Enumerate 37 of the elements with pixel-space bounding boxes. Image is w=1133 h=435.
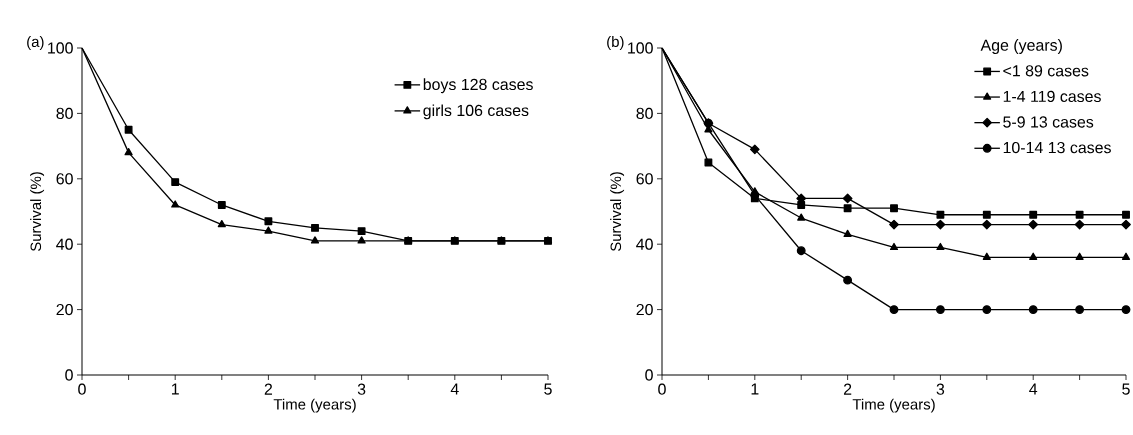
legend-label: 5-9 13 cases: [1003, 116, 1094, 128]
y-tick-label: 60: [636, 173, 653, 185]
x-tick-label: 3: [936, 383, 945, 395]
x-tick-label: 0: [78, 383, 86, 395]
legend-title: Age (years): [980, 39, 1062, 54]
x-tick-label: 5: [1122, 383, 1130, 395]
legend-label: <1 89 cases: [1003, 65, 1089, 77]
x-tick-label: 2: [843, 383, 852, 395]
x-tick-label: 2: [264, 383, 273, 395]
x-tick-label: 4: [450, 383, 459, 395]
x-tick-label: 3: [357, 383, 366, 395]
y-tick-label: 100: [48, 42, 73, 54]
x-axis-title: Time (years): [852, 398, 935, 413]
y-tick-label: 40: [56, 238, 73, 250]
y-tick-label: 0: [65, 369, 73, 381]
legend-label: girls 106 cases: [423, 104, 529, 120]
y-tick-label: 40: [636, 238, 653, 250]
x-tick-label: 1: [751, 383, 759, 395]
y-tick-label: 20: [56, 303, 73, 316]
chart-title: (a): [27, 36, 44, 50]
chart-title: (b): [607, 36, 624, 50]
x-tick-label: 1: [171, 383, 179, 395]
y-axis-title: Survival (%): [610, 172, 625, 252]
y-tick-label: 0: [645, 369, 653, 381]
x-tick-label: 4: [1029, 383, 1038, 395]
y-tick-label: 80: [636, 107, 653, 120]
legend-label: 1-4 119 cases: [1003, 90, 1101, 103]
x-axis-title: Time (years): [273, 398, 356, 413]
legend-label: boys 128 cases: [423, 78, 533, 94]
x-tick-label: 0: [658, 383, 666, 395]
x-tick-label: 5: [544, 383, 552, 395]
y-tick-label: 100: [628, 42, 653, 54]
y-tick-label: 60: [56, 173, 73, 185]
y-tick-label: 20: [636, 303, 653, 316]
y-tick-label: 80: [56, 107, 73, 120]
y-axis-title: Survival (%): [30, 172, 45, 252]
legend-label: 10-14 13 cases: [1003, 141, 1111, 154]
